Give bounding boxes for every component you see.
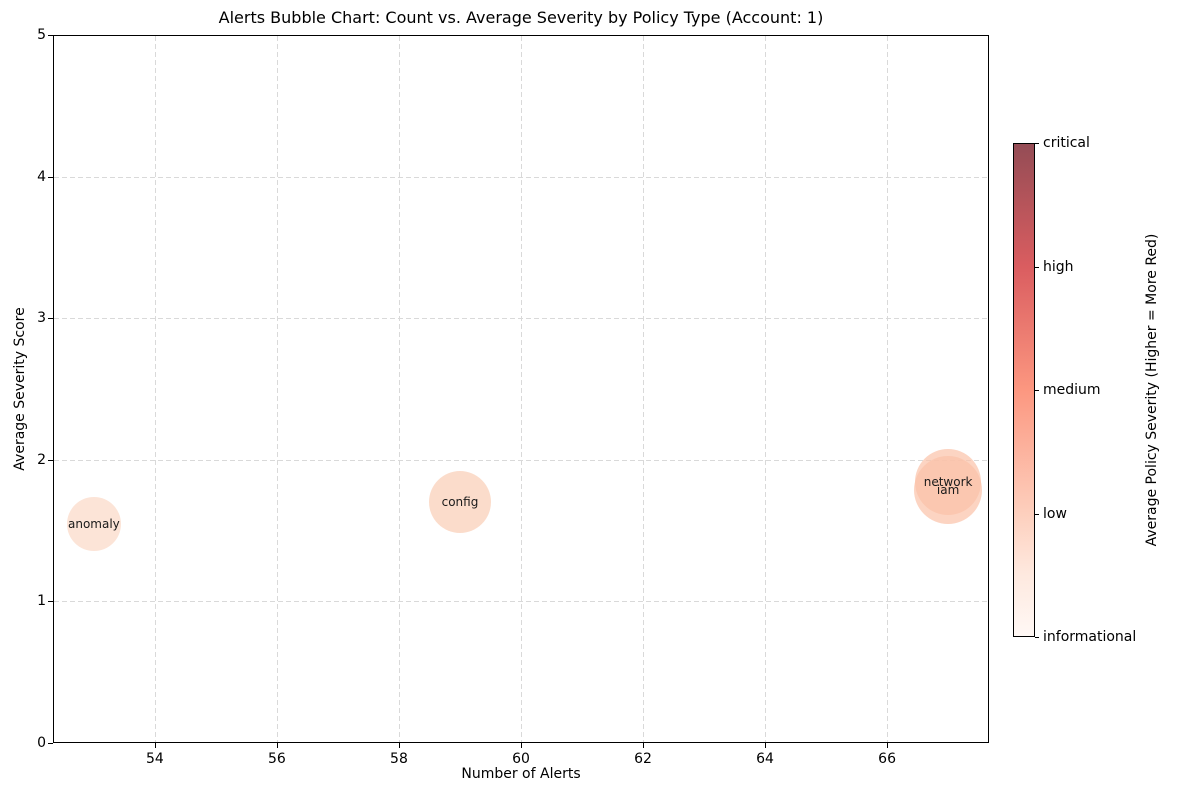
colorbar bbox=[1013, 143, 1035, 637]
x-tick-mark bbox=[398, 743, 400, 748]
colorbar-tick-mark bbox=[1035, 637, 1039, 638]
y-tick-mark bbox=[48, 318, 53, 320]
colorbar-tick-mark bbox=[1035, 266, 1039, 268]
y-tick-mark bbox=[48, 743, 53, 744]
x-gridline bbox=[276, 36, 278, 742]
y-gridline bbox=[54, 176, 988, 178]
colorbar-tick-label: medium bbox=[1043, 382, 1101, 398]
x-tick-label: 66 bbox=[878, 751, 896, 767]
y-axis-label: Average Severity Score bbox=[12, 307, 28, 471]
x-gridline bbox=[887, 36, 889, 742]
colorbar-tick-label: critical bbox=[1043, 135, 1090, 151]
x-tick-mark bbox=[765, 743, 767, 748]
x-axis-label: Number of Alerts bbox=[461, 766, 581, 782]
y-gridline bbox=[54, 318, 988, 320]
x-tick-label: 56 bbox=[268, 751, 286, 767]
x-tick-label: 62 bbox=[634, 751, 652, 767]
colorbar-tick-mark bbox=[1035, 143, 1039, 144]
colorbar-tick-label: informational bbox=[1043, 629, 1137, 645]
colorbar-tick-label: high bbox=[1043, 258, 1074, 275]
colorbar-label: Average Policy Severity (Higher = More R… bbox=[1144, 233, 1160, 547]
y-tick-mark bbox=[48, 601, 53, 603]
y-tick-label: 1 bbox=[37, 593, 46, 610]
bubble-label-anomaly: anomaly bbox=[67, 516, 120, 531]
bubble-label-config: config bbox=[441, 495, 479, 510]
x-tick-label: 58 bbox=[390, 751, 408, 767]
y-tick-label: 2 bbox=[37, 451, 46, 468]
chart-title: Alerts Bubble Chart: Count vs. Average S… bbox=[218, 8, 824, 27]
x-tick-mark bbox=[887, 743, 889, 748]
x-gridline bbox=[643, 36, 645, 742]
x-tick-label: 60 bbox=[512, 751, 530, 767]
bubble-label-iam: iam bbox=[936, 482, 960, 497]
bubble-iam bbox=[914, 455, 983, 524]
y-tick-mark bbox=[48, 176, 53, 178]
bubble-config bbox=[428, 471, 491, 534]
y-gridline bbox=[54, 601, 988, 603]
x-tick-label: 54 bbox=[145, 751, 164, 767]
x-gridline bbox=[521, 36, 522, 742]
bubble-anomaly bbox=[66, 496, 121, 551]
x-gridline bbox=[154, 36, 156, 742]
y-tick-mark bbox=[48, 459, 53, 461]
x-tick-mark bbox=[521, 743, 522, 748]
y-tick-mark bbox=[48, 35, 53, 36]
x-gridline bbox=[765, 36, 767, 742]
colorbar-tick-label: low bbox=[1043, 505, 1067, 522]
x-tick-mark bbox=[154, 743, 156, 748]
x-tick-mark bbox=[276, 743, 278, 748]
bubble-label-network: network bbox=[923, 475, 973, 490]
y-gridline bbox=[54, 459, 988, 461]
x-tick-label: 64 bbox=[756, 751, 774, 767]
y-tick-label: 3 bbox=[37, 310, 46, 327]
colorbar-tick-mark bbox=[1035, 390, 1039, 391]
y-tick-label: 4 bbox=[37, 168, 46, 185]
x-tick-mark bbox=[643, 743, 645, 748]
x-gridline bbox=[398, 36, 400, 742]
y-tick-label: 0 bbox=[37, 735, 46, 751]
colorbar-tick-mark bbox=[1035, 513, 1039, 515]
y-tick-label: 5 bbox=[37, 27, 46, 43]
